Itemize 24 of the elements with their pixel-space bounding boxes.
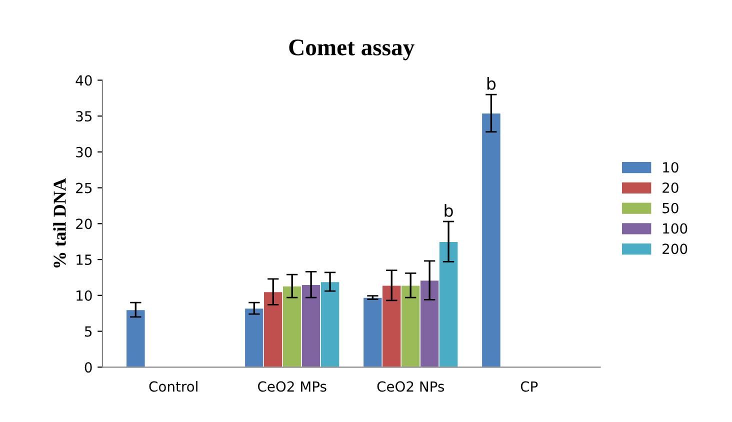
bar <box>126 309 146 368</box>
y-axis-title: % tail DNA <box>53 178 66 268</box>
x-tick-label: Control <box>149 381 198 392</box>
y-tick-label: 35 <box>76 111 92 122</box>
x-tick-label: CP <box>520 381 538 392</box>
legend-label: 100 <box>663 223 688 234</box>
x-tick-label: CeO2 NPs <box>377 381 444 392</box>
legend-label: 10 <box>663 162 678 173</box>
y-tick-label: 25 <box>76 182 92 194</box>
chart-title: Comet assay <box>289 40 414 60</box>
bar <box>481 112 502 368</box>
y-tick-label: 0 <box>84 362 92 373</box>
legend-label: 20 <box>662 182 678 193</box>
y-tick-label: 20 <box>76 218 92 230</box>
x-tick-label: CeO2 MPs <box>258 381 326 392</box>
y-tick-label: 10 <box>76 290 92 301</box>
legend-label: 200 <box>662 244 688 254</box>
y-tick-label: 5 <box>84 326 92 337</box>
data-label: b <box>487 77 496 90</box>
data-label: b <box>444 204 453 217</box>
y-tick-label: 30 <box>76 146 92 158</box>
y-tick-label: 15 <box>76 254 92 266</box>
legend-label: 50 <box>662 202 678 214</box>
y-tick-label: 40 <box>76 75 92 86</box>
